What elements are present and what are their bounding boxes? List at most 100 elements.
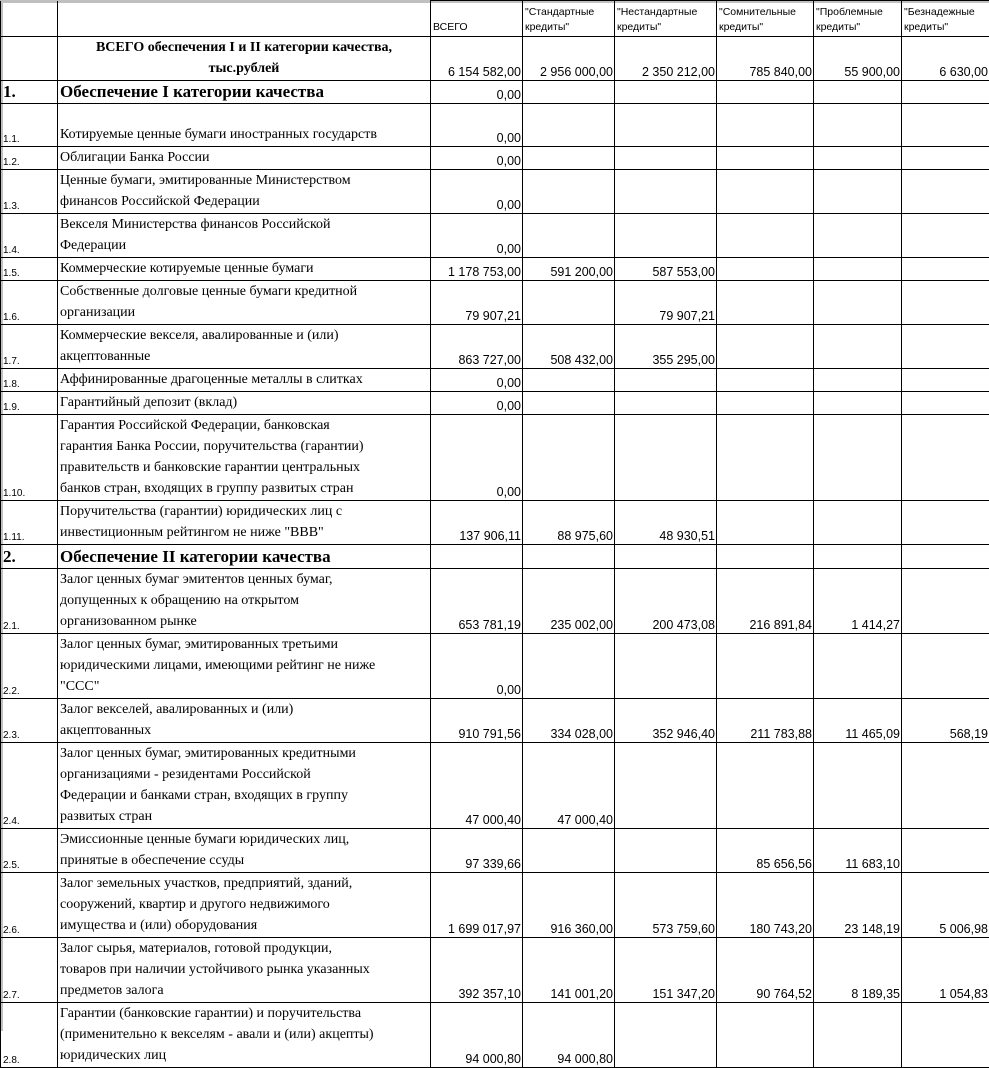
value-cell-nonstandard[interactable]: 151 347,20 xyxy=(615,938,717,1003)
row-number-cell[interactable]: 2.1. xyxy=(1,569,58,634)
value-cell-total[interactable]: 137 906,11 xyxy=(431,501,523,545)
value-cell-doubtful[interactable] xyxy=(717,147,814,170)
row-number-cell[interactable]: 1.2. xyxy=(1,147,58,170)
value-cell-nonstandard[interactable]: 48 930,51 xyxy=(615,501,717,545)
value-cell-nonstandard[interactable] xyxy=(615,369,717,392)
row-label-cell[interactable]: Гарантийный депозит (вклад) xyxy=(58,392,431,415)
value-cell-bad[interactable] xyxy=(902,545,989,569)
value-cell-standard[interactable]: 508 432,00 xyxy=(523,325,615,369)
value-cell-doubtful[interactable] xyxy=(717,392,814,415)
value-cell-bad[interactable]: 1 054,83 xyxy=(902,938,989,1003)
row-label-cell[interactable]: Коммерческие векселя, авалированные и (и… xyxy=(58,325,431,369)
value-cell-problem[interactable] xyxy=(814,258,902,281)
value-cell-total[interactable]: 94 000,80 xyxy=(431,1003,523,1068)
value-cell-total[interactable]: 0,00 xyxy=(431,369,523,392)
value-cell-total[interactable]: 392 357,10 xyxy=(431,938,523,1003)
value-cell-problem[interactable] xyxy=(814,545,902,569)
value-cell-nonstandard[interactable] xyxy=(615,214,717,258)
header-doubtful[interactable]: "Сомнительные кредиты" xyxy=(717,1,814,37)
value-cell-nonstandard[interactable]: 587 553,00 xyxy=(615,258,717,281)
value-cell-nonstandard[interactable] xyxy=(615,829,717,873)
value-cell-nonstandard[interactable] xyxy=(615,81,717,104)
value-cell-nonstandard[interactable] xyxy=(615,170,717,214)
row-label-cell[interactable]: Залог ценных бумаг, эмитированных третьи… xyxy=(58,634,431,699)
row-number-cell[interactable]: 1.9. xyxy=(1,392,58,415)
value-cell-problem[interactable] xyxy=(814,170,902,214)
value-cell-total[interactable]: 863 727,00 xyxy=(431,325,523,369)
value-cell-bad[interactable] xyxy=(902,829,989,873)
value-cell-problem[interactable] xyxy=(814,325,902,369)
value-cell-problem[interactable]: 8 189,35 xyxy=(814,938,902,1003)
value-cell-total[interactable]: 6 154 582,00 xyxy=(431,37,523,81)
value-cell-bad[interactable]: 568,19 xyxy=(902,699,989,743)
value-cell-total[interactable]: 0,00 xyxy=(431,170,523,214)
value-cell-problem[interactable] xyxy=(814,501,902,545)
row-number-cell[interactable]: 1.8. xyxy=(1,369,58,392)
row-label-cell[interactable]: Обеспечение I категории качества xyxy=(58,81,431,104)
value-cell-doubtful[interactable] xyxy=(717,81,814,104)
row-label-cell[interactable]: Гарантия Российской Федерации, банковска… xyxy=(58,415,431,501)
value-cell-bad[interactable] xyxy=(902,104,989,147)
value-cell-standard[interactable] xyxy=(523,147,615,170)
value-cell-standard[interactable] xyxy=(523,214,615,258)
row-label-cell[interactable]: Векселя Министерства финансов Российской… xyxy=(58,214,431,258)
value-cell-bad[interactable] xyxy=(902,392,989,415)
header-problem[interactable]: "Проблемные кредиты" xyxy=(814,1,902,37)
value-cell-total[interactable]: 1 178 753,00 xyxy=(431,258,523,281)
row-label-cell[interactable]: ВСЕГО обеспечения I и II категории качес… xyxy=(58,37,431,81)
row-number-cell[interactable]: 2.6. xyxy=(1,873,58,938)
row-number-cell[interactable]: 1.4. xyxy=(1,214,58,258)
header-nonstandard[interactable]: "Нестандартные кредиты" xyxy=(615,1,717,37)
value-cell-bad[interactable] xyxy=(902,214,989,258)
value-cell-nonstandard[interactable]: 573 759,60 xyxy=(615,873,717,938)
row-number-cell[interactable]: 2.8. xyxy=(1,1003,58,1068)
value-cell-doubtful[interactable]: 90 764,52 xyxy=(717,938,814,1003)
row-label-cell[interactable]: Залог сырья, материалов, готовой продукц… xyxy=(58,938,431,1003)
row-label-cell[interactable]: Залог ценных бумаг, эмитированных кредит… xyxy=(58,743,431,829)
value-cell-standard[interactable] xyxy=(523,634,615,699)
value-cell-doubtful[interactable]: 180 743,20 xyxy=(717,873,814,938)
value-cell-doubtful[interactable] xyxy=(717,501,814,545)
value-cell-standard[interactable]: 916 360,00 xyxy=(523,873,615,938)
row-number-cell[interactable]: 1.11. xyxy=(1,501,58,545)
value-cell-bad[interactable] xyxy=(902,415,989,501)
value-cell-standard[interactable]: 334 028,00 xyxy=(523,699,615,743)
value-cell-problem[interactable] xyxy=(814,743,902,829)
value-cell-bad[interactable] xyxy=(902,170,989,214)
value-cell-nonstandard[interactable] xyxy=(615,634,717,699)
header-standard[interactable]: "Стандартные кредиты" xyxy=(523,1,615,37)
value-cell-doubtful[interactable] xyxy=(717,369,814,392)
value-cell-total[interactable]: 0,00 xyxy=(431,415,523,501)
value-cell-doubtful[interactable] xyxy=(717,1003,814,1068)
value-cell-standard[interactable] xyxy=(523,104,615,147)
value-cell-problem[interactable] xyxy=(814,281,902,325)
value-cell-total[interactable]: 653 781,19 xyxy=(431,569,523,634)
value-cell-standard[interactable]: 591 200,00 xyxy=(523,258,615,281)
value-cell-nonstandard[interactable] xyxy=(615,415,717,501)
value-cell-bad[interactable] xyxy=(902,501,989,545)
value-cell-standard[interactable] xyxy=(523,545,615,569)
value-cell-bad[interactable] xyxy=(902,325,989,369)
value-cell-nonstandard[interactable]: 355 295,00 xyxy=(615,325,717,369)
value-cell-doubtful[interactable] xyxy=(717,104,814,147)
value-cell-problem[interactable]: 23 148,19 xyxy=(814,873,902,938)
value-cell-doubtful[interactable] xyxy=(717,214,814,258)
value-cell-doubtful[interactable]: 216 891,84 xyxy=(717,569,814,634)
value-cell-total[interactable]: 97 339,66 xyxy=(431,829,523,873)
value-cell-bad[interactable] xyxy=(902,634,989,699)
row-number-cell[interactable]: 1.1. xyxy=(1,104,58,147)
row-label-cell[interactable]: Поручительства (гарантии) юридических ли… xyxy=(58,501,431,545)
row-label-cell[interactable]: Котируемые ценные бумаги иностранных гос… xyxy=(58,104,431,147)
value-cell-problem[interactable] xyxy=(814,147,902,170)
value-cell-standard[interactable] xyxy=(523,415,615,501)
value-cell-problem[interactable] xyxy=(814,392,902,415)
value-cell-doubtful[interactable] xyxy=(717,743,814,829)
value-cell-doubtful[interactable] xyxy=(717,170,814,214)
value-cell-bad[interactable] xyxy=(902,1003,989,1068)
value-cell-standard[interactable]: 2 956 000,00 xyxy=(523,37,615,81)
value-cell-bad[interactable] xyxy=(902,258,989,281)
row-label-cell[interactable]: Обеспечение II категории качества xyxy=(58,545,431,569)
value-cell-doubtful[interactable] xyxy=(717,415,814,501)
row-number-cell[interactable]: 2.7. xyxy=(1,938,58,1003)
value-cell-total[interactable]: 79 907,21 xyxy=(431,281,523,325)
